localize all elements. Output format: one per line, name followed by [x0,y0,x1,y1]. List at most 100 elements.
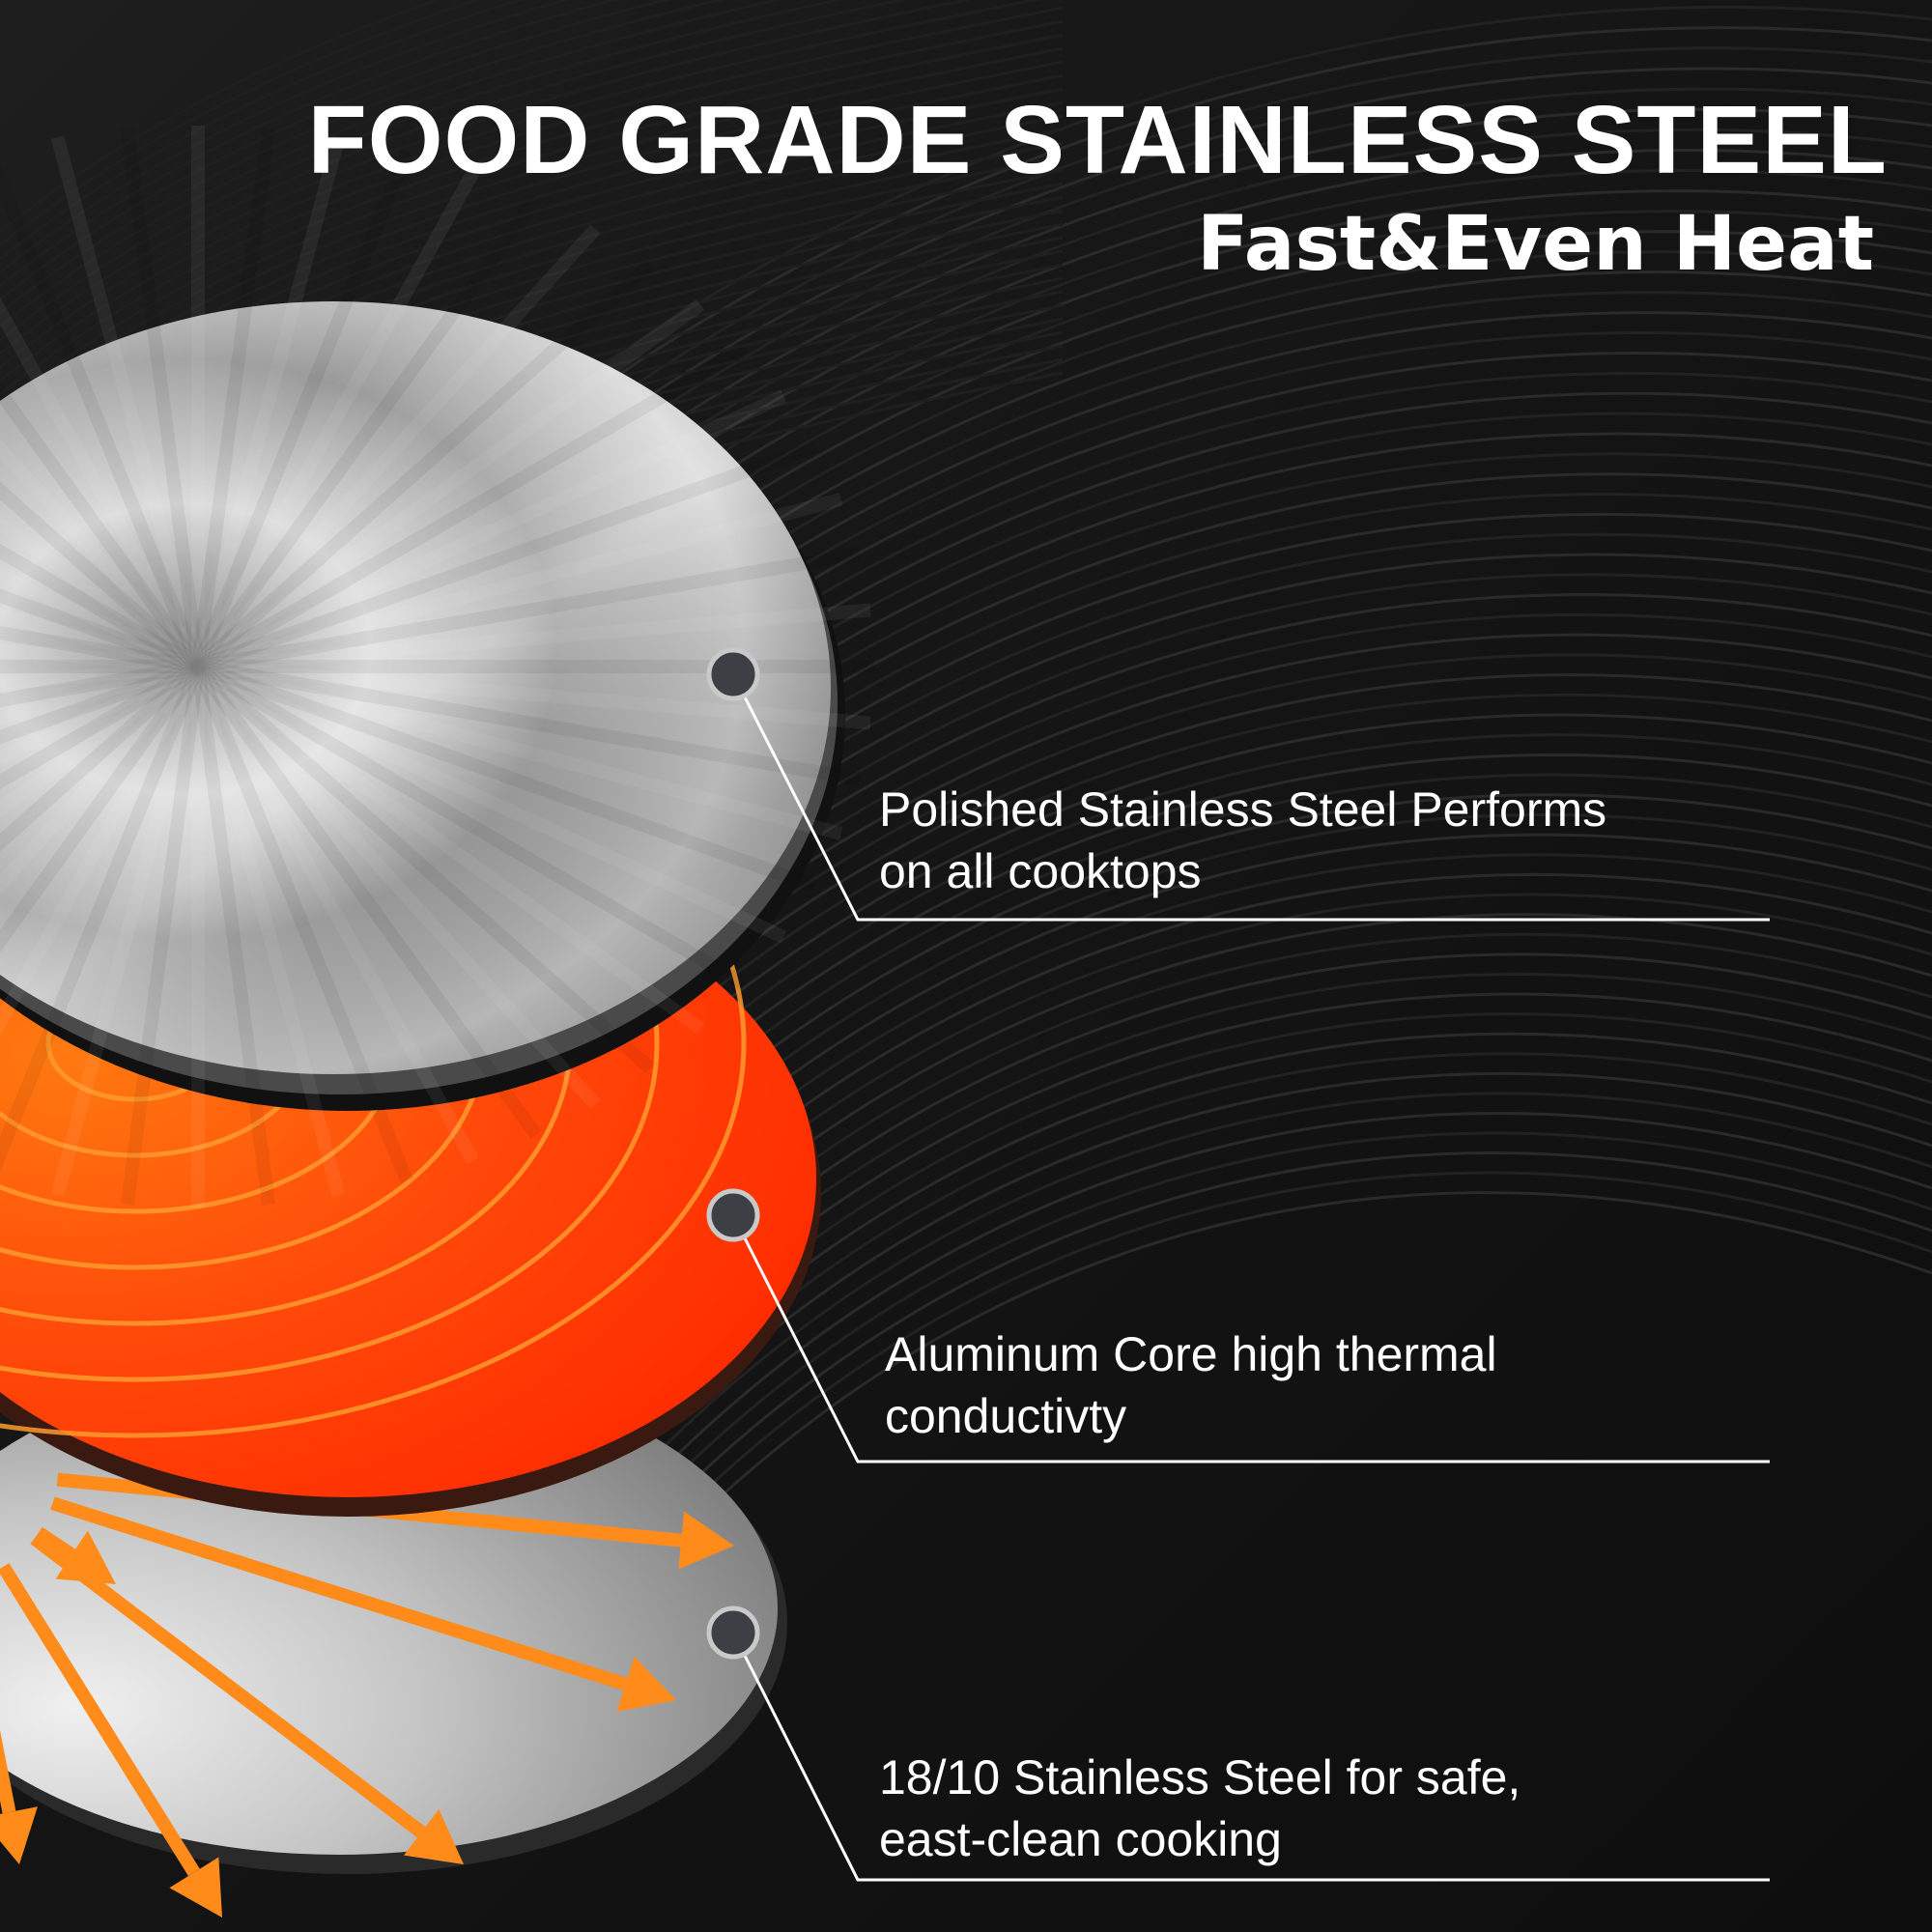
steel-ray [0,626,200,673]
steel-ray [194,660,749,991]
callout-marker-1 [706,647,760,701]
steel-ray [196,660,861,786]
callout-markers [706,647,760,1660]
swoosh-line [0,19,1064,410]
steel-ray [192,193,542,671]
callout-line-3 [732,1634,1770,1882]
steel-ray [0,662,204,895]
steel-ray [191,149,413,669]
swoosh-line [0,0,783,328]
swoosh-line [598,230,1932,603]
steel-ray [192,662,542,1140]
steel-ray [0,660,202,790]
steel-ray [191,664,413,1184]
steel-ray [0,660,199,691]
callout-line: 18/10 Stainless Steel for safe, [879,1750,1521,1804]
callout-marker-3 [706,1605,760,1660]
steel-ray [0,642,199,673]
heat-arrow [50,1496,676,1713]
swoosh-line [598,67,1932,433]
steel-ray [193,298,705,672]
steel-ray [0,515,203,672]
callout-marker-2 [706,1188,760,1242]
swoosh-line [597,733,1932,1134]
callout-line-1 [732,675,1770,922]
swoosh-line [598,26,1932,390]
heat-arrow [0,1729,38,1864]
polished-stainless-steel-layer [0,126,874,1208]
heat-arrow [34,1526,116,1584]
swoosh-line [598,87,1932,454]
headline: FOOD GRADE STAINLESS STEEL [307,86,1888,194]
steel-ray [0,297,205,670]
callout-connectors [732,675,1770,1882]
steel-ray [0,661,203,852]
steel-ray [193,661,705,1035]
swoosh-line [597,1171,1932,1601]
swoosh-line [598,46,1932,412]
steel-ray [197,660,871,730]
steel-ray [194,342,749,673]
callout-line-2 [732,1216,1770,1463]
swoosh-line [598,107,1932,475]
steel-ray [0,481,203,672]
swoosh-line [597,1191,1932,1622]
swoosh-line [597,1112,1932,1538]
swoosh-line [598,128,1932,497]
steel-ray [0,662,204,953]
swoosh-line [598,149,1932,518]
swoosh-line [597,713,1932,1113]
swoosh-line [597,1131,1932,1558]
steel-ray [191,169,479,670]
swoosh-line [597,1092,1932,1517]
steel-ray [120,128,205,668]
swoosh-line [598,189,1932,560]
steel-ray [0,661,203,818]
swoosh-line [0,0,442,234]
steel-ray [195,440,818,673]
steel-ray [192,662,601,1109]
steel-ray [0,567,201,673]
steel-ray [0,543,202,673]
callout-line: Polished Stainless Steel Performs [879,782,1607,837]
swoosh-line [0,0,975,369]
steel-ray [0,660,200,725]
steel-ray [195,660,787,944]
swoosh-line [598,250,1932,624]
steel-ray [191,665,346,1198]
swoosh-line [597,693,1932,1092]
swoosh-line [597,753,1932,1155]
steel-ray [0,608,200,673]
swoosh-line [0,33,1064,423]
steel-ray [0,663,205,1037]
callout-line: east-clean cooking [879,1812,1282,1866]
swoosh-line [0,0,908,355]
steel-ray [196,547,861,673]
swoosh-line [0,0,725,315]
steel-ray [0,660,201,766]
callout-line: Aluminum Core high thermal [885,1327,1497,1381]
steel-ray [0,438,204,671]
steel-ray [120,666,205,1206]
callout-aluminum-core: Aluminum Core high thermal conductivty [885,1323,1735,1447]
swoosh-line [0,0,526,261]
subheadline: Fast&Even Heat [1197,201,1874,288]
steel-ray [0,660,200,707]
steel-ray [0,660,201,745]
steel-ray [191,663,479,1164]
steel-ray [195,660,818,894]
steel-ray [0,588,201,673]
steel-ray [50,665,205,1198]
steel-ray [0,380,204,671]
steel-ray [0,160,205,669]
callout-line: conductivty [885,1389,1127,1443]
swoosh-line [597,773,1932,1177]
swoosh-line [597,673,1932,1070]
swoosh-line [0,0,571,274]
swoosh-line [0,0,844,342]
steel-ray [50,135,205,668]
swoosh-line [0,0,1041,383]
swoosh-line [0,0,482,247]
